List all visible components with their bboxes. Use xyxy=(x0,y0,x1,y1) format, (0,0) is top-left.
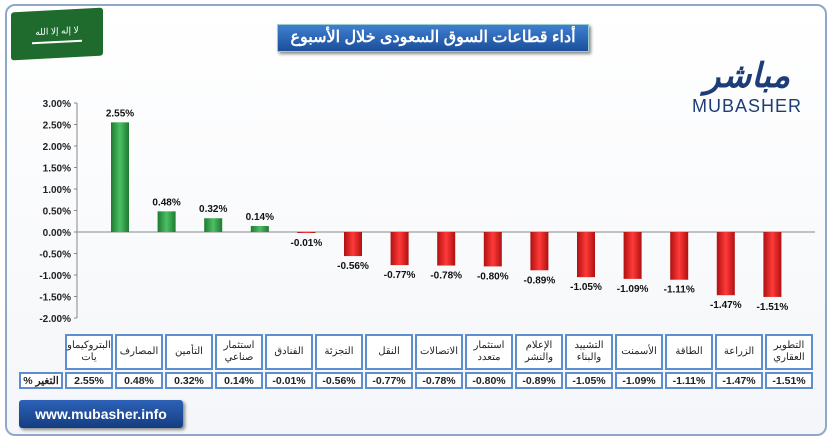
table-value-cell: 0.32% xyxy=(165,372,213,389)
bar xyxy=(297,232,316,233)
data-label: 2.55% xyxy=(106,108,134,119)
table-header-cell: المصارف xyxy=(115,334,163,370)
table-value-cell: -0.56% xyxy=(315,372,363,389)
data-label: -1.05% xyxy=(570,282,602,293)
data-label: -0.78% xyxy=(430,271,462,282)
bar xyxy=(670,232,689,280)
bar xyxy=(157,211,176,232)
data-table: البتروكيماو يات المصارف التأمين استثمار صنا… xyxy=(17,332,815,391)
data-label: -0.56% xyxy=(337,261,369,272)
y-tick-label: 1.50% xyxy=(43,164,71,175)
table-value-cell: -0.89% xyxy=(515,372,563,389)
data-label: -0.80% xyxy=(477,271,509,282)
website-link[interactable]: www.mubasher.info xyxy=(19,400,183,428)
data-label: -0.77% xyxy=(384,270,416,281)
bar xyxy=(204,218,223,232)
table-header-cell: استثمار متعدد xyxy=(465,334,513,370)
chart-title: أداء قطاعات السوق السعودى خلال الأسبوع xyxy=(277,24,589,52)
bar xyxy=(483,232,502,267)
table-value-cell: -1.09% xyxy=(615,372,663,389)
y-tick-label: 2.00% xyxy=(43,142,71,153)
y-tick-label: 0.50% xyxy=(43,207,71,218)
y-tick-label: 3.00% xyxy=(43,99,71,110)
data-label: -0.01% xyxy=(291,238,323,249)
y-tick-label: -1.00% xyxy=(39,271,71,282)
bar xyxy=(623,232,642,279)
table-header-cell: البتروكيماو يات xyxy=(65,334,113,370)
table-header-cell: الاتصالات xyxy=(415,334,463,370)
table-header-cell: الفنادق xyxy=(265,334,313,370)
table-value-cell: -1.05% xyxy=(565,372,613,389)
chart-frame: لا إله إلا الله أداء قطاعات السوق السعود… xyxy=(5,4,827,436)
table-value-cell: -1.51% xyxy=(765,372,813,389)
bar xyxy=(530,232,549,271)
mubasher-logo: مباشر MUBASHER xyxy=(687,56,807,126)
bar-chart: 3.00% 2.50% 2.00% 1.50% 1.00% 0.50% 0.00% -0.50… xyxy=(39,99,815,325)
data-label: 0.14% xyxy=(246,212,274,223)
row-label: التغير % xyxy=(19,372,63,389)
table-header-cell: النقل xyxy=(365,334,413,370)
table-value-cell: -0.78% xyxy=(415,372,463,389)
y-tick-label: 1.00% xyxy=(43,185,71,196)
bar xyxy=(111,122,129,232)
bar xyxy=(763,232,782,297)
bar xyxy=(437,232,456,266)
table-value-cell: -0.01% xyxy=(265,372,313,389)
y-tick-label: -1.50% xyxy=(39,293,71,304)
bar xyxy=(390,232,409,266)
table-header-cell: الأسمنت xyxy=(615,334,663,370)
data-label: -1.47% xyxy=(710,300,742,311)
table-value-cell: 0.48% xyxy=(115,372,163,389)
table-header-cell: الزراعة xyxy=(715,334,763,370)
table-header-cell: التطوير العقاري xyxy=(765,334,813,370)
table-value-cell: 0.14% xyxy=(215,372,263,389)
table-header-cell: التشييد والبناء xyxy=(565,334,613,370)
y-tick-label: 2.50% xyxy=(43,121,71,132)
bar xyxy=(577,232,595,278)
y-tick-label: 0.00% xyxy=(43,228,71,239)
y-tick-label: -2.00% xyxy=(39,314,71,325)
data-label: 0.32% xyxy=(199,204,227,215)
table-value-cell: 2.55% xyxy=(65,372,113,389)
bar xyxy=(344,232,362,257)
data-label: -1.09% xyxy=(617,284,649,295)
data-label: -1.51% xyxy=(757,302,789,313)
table-value-cell: -1.47% xyxy=(715,372,763,389)
logo-arabic: مباشر xyxy=(703,57,791,95)
table-value-cell: -0.80% xyxy=(465,372,513,389)
bar xyxy=(250,225,269,232)
table-header-cell: استثمار صناعي xyxy=(215,334,263,370)
table-header-cell: الإعلام والنشر xyxy=(515,334,563,370)
table-header-cell: الطاقة xyxy=(665,334,713,370)
y-tick-label: -0.50% xyxy=(39,250,71,261)
table-header-cell: التأمين xyxy=(165,334,213,370)
data-label: 0.48% xyxy=(152,197,180,208)
table-header-cell: التجزئة xyxy=(315,334,363,370)
table-value-cell: -1.11% xyxy=(665,372,713,389)
data-label: -0.89% xyxy=(524,275,556,286)
logo-english: MUBASHER xyxy=(691,96,802,116)
data-label: -1.11% xyxy=(664,285,695,296)
bar xyxy=(716,232,735,296)
table-value-cell: -0.77% xyxy=(365,372,413,389)
table-corner xyxy=(19,334,63,370)
